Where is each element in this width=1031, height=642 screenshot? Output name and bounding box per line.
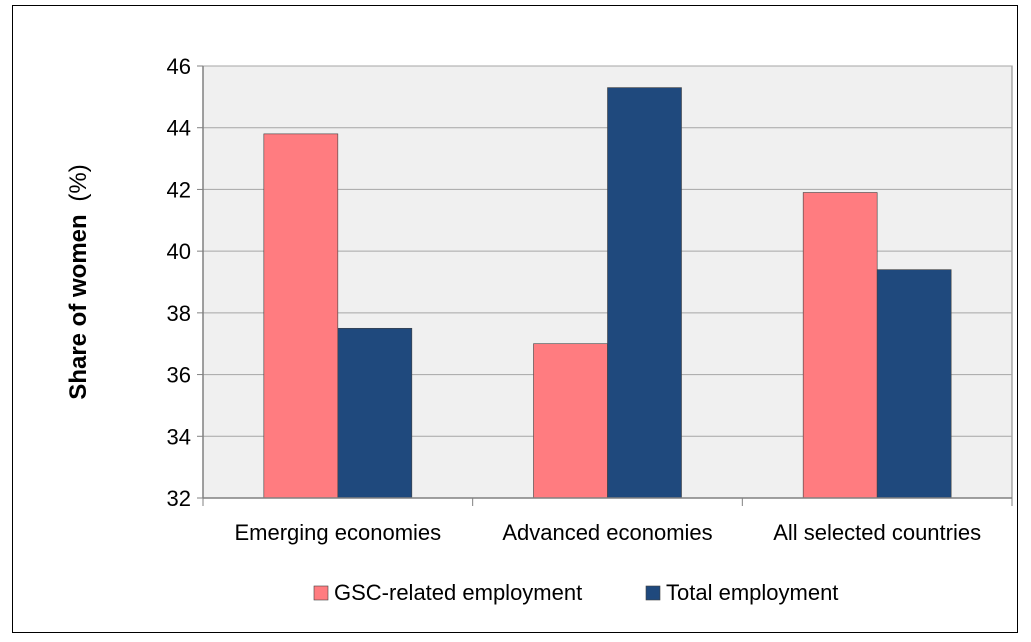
x-tick-label: Emerging economies xyxy=(234,520,441,545)
legend-label-total: Total employment xyxy=(666,580,838,605)
bar-gsc-0 xyxy=(263,133,339,499)
legend-label-gsc: GSC-related employment xyxy=(334,580,582,605)
bar-gsc-1 xyxy=(533,343,608,499)
legend: GSC-related employment Total employment xyxy=(313,580,838,605)
y-tick-label: 32 xyxy=(167,486,191,511)
y-tick-label: 38 xyxy=(167,301,191,326)
x-tick-label: All selected countries xyxy=(773,520,981,545)
legend-swatch-total xyxy=(645,585,661,601)
y-tick-label: 34 xyxy=(167,424,191,449)
y-tick-label: 36 xyxy=(167,363,191,388)
y-axis-ticks: 32 34 36 38 40 42 44 46 xyxy=(167,54,203,511)
bar-total-1 xyxy=(607,87,682,499)
bar-total-0 xyxy=(337,327,413,499)
y-tick-label: 44 xyxy=(167,116,191,141)
y-axis-title-unit: (%) xyxy=(65,164,92,201)
y-axis-title-main: Share of women xyxy=(65,214,92,399)
y-axis-title: Share of women (%) xyxy=(65,164,92,399)
bars xyxy=(263,87,952,499)
legend-swatch-gsc xyxy=(313,585,329,601)
y-tick-label: 42 xyxy=(167,177,191,202)
bar-total-2 xyxy=(876,269,952,499)
bar-gsc-2 xyxy=(802,192,878,499)
y-tick-label: 40 xyxy=(167,239,191,264)
x-tick-label: Advanced economies xyxy=(502,520,712,545)
y-tick-label: 46 xyxy=(167,54,191,79)
x-axis-ticks: Emerging economies Advanced economies All … xyxy=(202,498,1013,545)
